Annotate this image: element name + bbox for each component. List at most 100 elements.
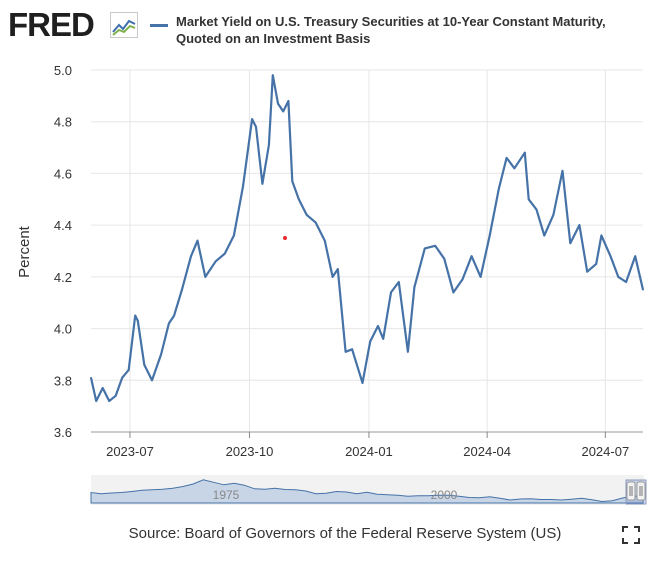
data-point bbox=[634, 255, 636, 257]
data-point bbox=[642, 289, 644, 291]
data-point bbox=[595, 263, 597, 265]
data-point bbox=[413, 286, 416, 289]
y-tick-label: 4.6 bbox=[54, 166, 72, 181]
data-point bbox=[369, 340, 372, 343]
data-point bbox=[331, 276, 334, 278]
data-point bbox=[90, 376, 92, 379]
data-point bbox=[407, 351, 409, 353]
data-point bbox=[344, 351, 347, 353]
data-point bbox=[569, 242, 572, 244]
data-point bbox=[461, 278, 464, 281]
data-point bbox=[251, 118, 253, 120]
data-point bbox=[268, 144, 270, 146]
series-line[interactable] bbox=[89, 74, 645, 403]
data-point bbox=[233, 234, 235, 237]
y-tick-label: 4.4 bbox=[54, 218, 72, 233]
data-point bbox=[173, 314, 175, 317]
fullscreen-icon[interactable] bbox=[622, 526, 640, 544]
y-axis-label: Percent bbox=[16, 225, 33, 278]
data-point bbox=[314, 221, 317, 224]
x-axis-ticks: 2023-07 2023-10 2024-01 2024-04 2024-07 bbox=[106, 432, 629, 459]
data-point bbox=[127, 369, 130, 371]
data-point bbox=[272, 74, 274, 76]
y-tick-label: 4.8 bbox=[54, 115, 72, 130]
data-point bbox=[151, 379, 153, 382]
data-point bbox=[305, 214, 308, 216]
data-point bbox=[214, 260, 217, 263]
y-tick-label: 4.0 bbox=[54, 322, 72, 337]
data-point bbox=[242, 185, 244, 188]
data-point bbox=[324, 239, 326, 242]
time-range-navigator[interactable]: 1975 2000 bbox=[90, 475, 647, 505]
data-point bbox=[181, 289, 183, 291]
data-point bbox=[488, 234, 491, 237]
data-point bbox=[578, 224, 581, 226]
data-point bbox=[190, 255, 192, 257]
navigator-left-handle[interactable] bbox=[626, 481, 636, 501]
fred-logo[interactable]: FRED bbox=[8, 6, 95, 43]
data-point bbox=[609, 255, 612, 257]
data-point bbox=[95, 400, 97, 402]
y-tick-label: 3.6 bbox=[54, 425, 72, 440]
x-tick-label: 2024-04 bbox=[463, 444, 511, 459]
data-point bbox=[535, 208, 538, 211]
marker-dot bbox=[283, 236, 287, 240]
data-point bbox=[143, 364, 146, 366]
y-tick-label: 3.8 bbox=[54, 373, 72, 388]
data-point bbox=[513, 167, 516, 170]
data-point bbox=[452, 291, 455, 294]
data-point bbox=[337, 268, 339, 270]
grid-lines bbox=[91, 69, 643, 433]
data-point bbox=[505, 157, 508, 159]
y-tick-label: 4.2 bbox=[54, 270, 72, 285]
data-point bbox=[204, 276, 207, 278]
x-tick-label: 2023-07 bbox=[106, 444, 154, 459]
y-tick-label: 5.0 bbox=[54, 63, 72, 78]
data-point bbox=[160, 353, 162, 356]
data-point bbox=[168, 322, 170, 325]
data-point bbox=[600, 234, 603, 237]
data-point bbox=[134, 314, 136, 317]
data-point bbox=[277, 102, 279, 105]
data-point bbox=[114, 395, 117, 397]
data-point bbox=[287, 100, 290, 102]
data-point bbox=[543, 234, 546, 237]
data-point bbox=[617, 276, 620, 278]
data-point bbox=[261, 183, 264, 185]
navigator-label-1975: 1975 bbox=[213, 488, 240, 502]
data-point bbox=[108, 400, 110, 402]
data-point bbox=[361, 382, 364, 384]
x-tick-label: 2023-10 bbox=[226, 444, 274, 459]
data-point bbox=[561, 170, 564, 172]
data-point bbox=[377, 325, 379, 327]
x-tick-label: 2024-07 bbox=[581, 444, 629, 459]
navigator-series-area bbox=[90, 479, 644, 504]
data-point bbox=[101, 387, 104, 389]
data-point bbox=[390, 291, 392, 294]
data-point bbox=[282, 110, 285, 113]
source-note: Source: Board of Governors of the Federa… bbox=[128, 525, 562, 542]
legend-label-line1: Market Yield on U.S. Treasury Securities… bbox=[176, 14, 606, 29]
data-point bbox=[382, 338, 385, 340]
data-point bbox=[196, 239, 199, 242]
data-point bbox=[527, 198, 530, 201]
data-point bbox=[351, 348, 353, 351]
data-point bbox=[434, 245, 437, 247]
data-point bbox=[424, 247, 426, 250]
data-point bbox=[121, 376, 123, 379]
data-point bbox=[586, 270, 588, 273]
data-point bbox=[524, 151, 526, 154]
data-point bbox=[255, 126, 257, 128]
data-point bbox=[625, 281, 627, 283]
navigator-label-2000: 2000 bbox=[431, 488, 458, 502]
legend-series-label: Market Yield on U.S. Treasury Securities… bbox=[176, 13, 646, 47]
data-point bbox=[498, 188, 500, 190]
data-point bbox=[470, 255, 473, 257]
navigator-right-handle[interactable] bbox=[636, 481, 646, 501]
data-point bbox=[398, 281, 400, 283]
legend-label-line2: Quoted on an Investment Basis bbox=[176, 31, 371, 46]
legend-series-swatch bbox=[150, 24, 168, 27]
data-point bbox=[224, 252, 226, 255]
chart-header: FRED Market Yield on U.S. Treasury Secur… bbox=[0, 0, 663, 60]
